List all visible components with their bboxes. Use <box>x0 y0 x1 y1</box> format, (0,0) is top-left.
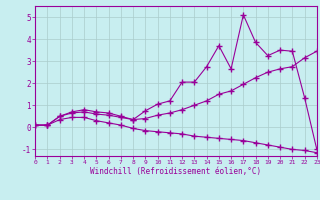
X-axis label: Windchill (Refroidissement éolien,°C): Windchill (Refroidissement éolien,°C) <box>91 167 261 176</box>
